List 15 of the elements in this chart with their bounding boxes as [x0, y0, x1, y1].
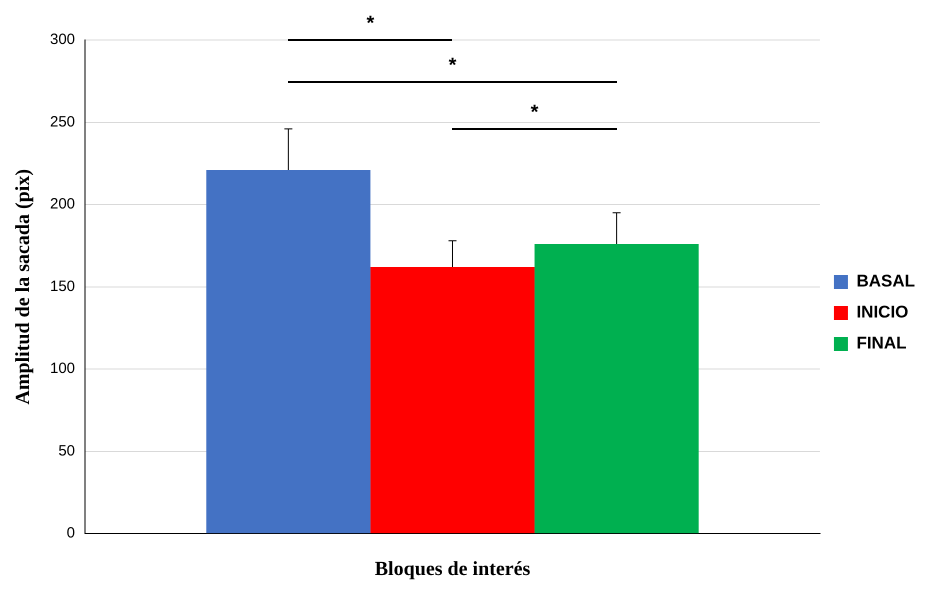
x-axis-title: Bloques de interés: [374, 558, 530, 580]
y-tick-label: 50: [58, 442, 76, 460]
legend-label: FINAL: [856, 334, 906, 353]
text: *: [366, 12, 375, 35]
legend-label: INICIO: [856, 302, 908, 322]
y-tick-label: 150: [50, 278, 76, 295]
y-tick-label: 100: [50, 360, 76, 378]
y-tick-label: 200: [50, 196, 76, 213]
y-tick-label: 300: [50, 31, 76, 48]
annotation: *: [448, 54, 457, 76]
annotation: *: [530, 101, 539, 124]
y-tick-label: 250: [50, 113, 76, 130]
legend-label: BASAL: [856, 272, 916, 291]
y-axis-title: Amplitud de la sacada (pix): [12, 169, 34, 405]
y-tick-label: 0: [66, 524, 76, 542]
